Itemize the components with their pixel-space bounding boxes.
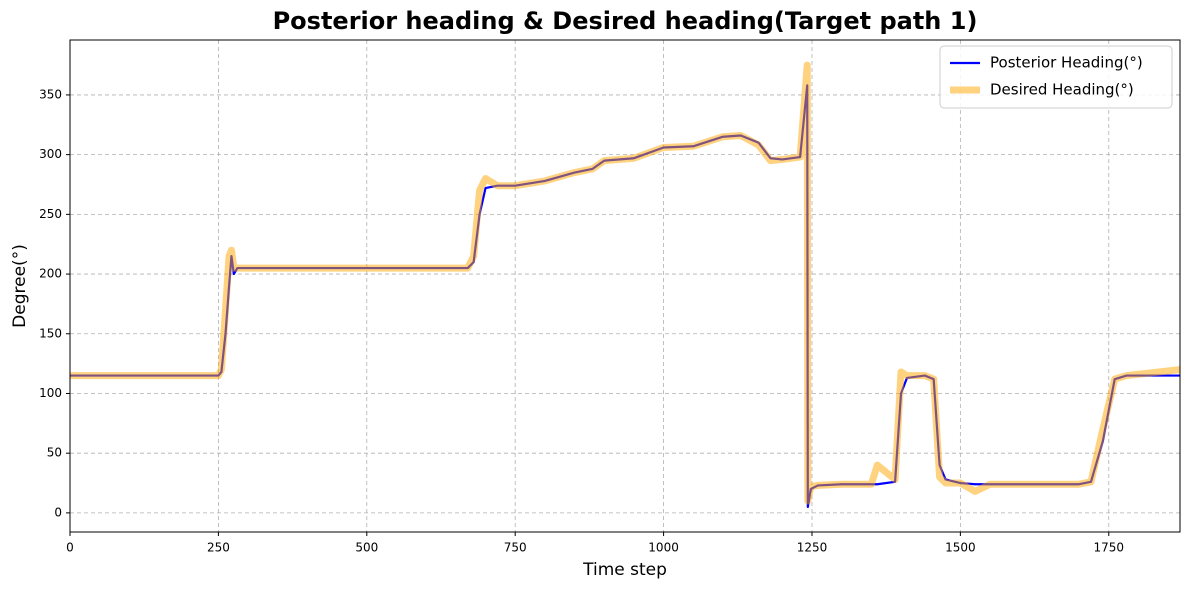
x-tick-label: 1500 (945, 541, 976, 555)
series-line (70, 61, 1181, 505)
x-axis-label: Time step (582, 560, 667, 580)
legend-box (939, 45, 1173, 109)
plot-frame (69, 39, 1181, 533)
y-tick-label: 250 (39, 207, 62, 221)
legend-label: Desired Heading(°) (990, 81, 1134, 99)
y-tick-label: 350 (39, 87, 62, 101)
x-tick-label: 750 (504, 541, 527, 555)
y-tick-label: 100 (39, 386, 62, 400)
y-tick-label: 300 (39, 147, 62, 161)
y-axis-label: Degree(°) (10, 244, 30, 328)
x-tick-label: 1250 (797, 541, 828, 555)
x-tick-label: 500 (355, 541, 378, 555)
x-tick-label: 1000 (648, 541, 679, 555)
y-tick-label: 150 (39, 326, 62, 340)
y-tick-label: 0 (54, 505, 62, 519)
x-tick-label: 0 (66, 541, 74, 555)
chart-title: Posterior heading & Desired heading(Targ… (273, 7, 978, 35)
x-tick-label: 1750 (1093, 541, 1124, 555)
x-tick-label: 250 (207, 541, 230, 555)
y-tick-label: 200 (39, 267, 62, 281)
y-tick-label: 50 (47, 446, 62, 460)
legend-label: Posterior Heading(°) (990, 54, 1143, 72)
series-line (70, 84, 1180, 509)
